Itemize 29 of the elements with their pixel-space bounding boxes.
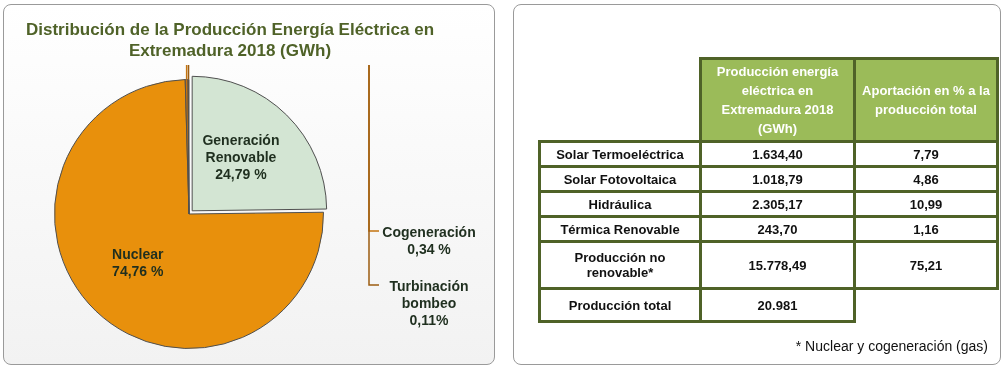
- text: * Nuclear y cogeneración (gas): [795, 338, 988, 354]
- text: Aportación en % a la producción total: [854, 58, 998, 142]
- text: 1,16: [854, 216, 998, 242]
- text: 243,70: [700, 216, 855, 242]
- text: 1.634,40: [700, 141, 855, 167]
- slice-label: Cogeneración: [382, 224, 476, 240]
- text: 20.981: [700, 288, 855, 322]
- text: 2.305,17: [700, 191, 855, 217]
- slice-label: Turbinación bombeo: [389, 278, 469, 311]
- text: 7,79: [854, 141, 998, 167]
- text: Térmica Renovable: [539, 216, 701, 242]
- text: Solar Termoeléctrica: [539, 141, 701, 167]
- data-label: 24,79 %: [215, 166, 268, 183]
- text: 75,21: [854, 241, 998, 289]
- data-label: 0,11%: [409, 312, 450, 328]
- text: Producción energía eléctrica en Extremadura 2018 (GWh): [700, 58, 855, 142]
- slice-label: Nuclear: [112, 246, 165, 263]
- text: 10,99: [854, 191, 998, 217]
- text: 1.018,79: [700, 166, 855, 192]
- data-label: 0,34 %: [407, 241, 452, 257]
- text: Hidráulica: [539, 191, 701, 217]
- data-label: 74,76 %: [112, 263, 165, 280]
- slice-label: Generación Renovable: [202, 132, 280, 166]
- text: 4,86: [854, 166, 998, 192]
- text: Solar Fotovoltaica: [539, 166, 701, 192]
- chart-title: Distribución de la Producción Energía Eléctrica en Extremadura 2018 (GWh): [24, 19, 436, 61]
- text: Producción no renovable*: [539, 241, 701, 289]
- text: 15.778,49: [700, 241, 855, 289]
- text: Producción total: [539, 288, 701, 322]
